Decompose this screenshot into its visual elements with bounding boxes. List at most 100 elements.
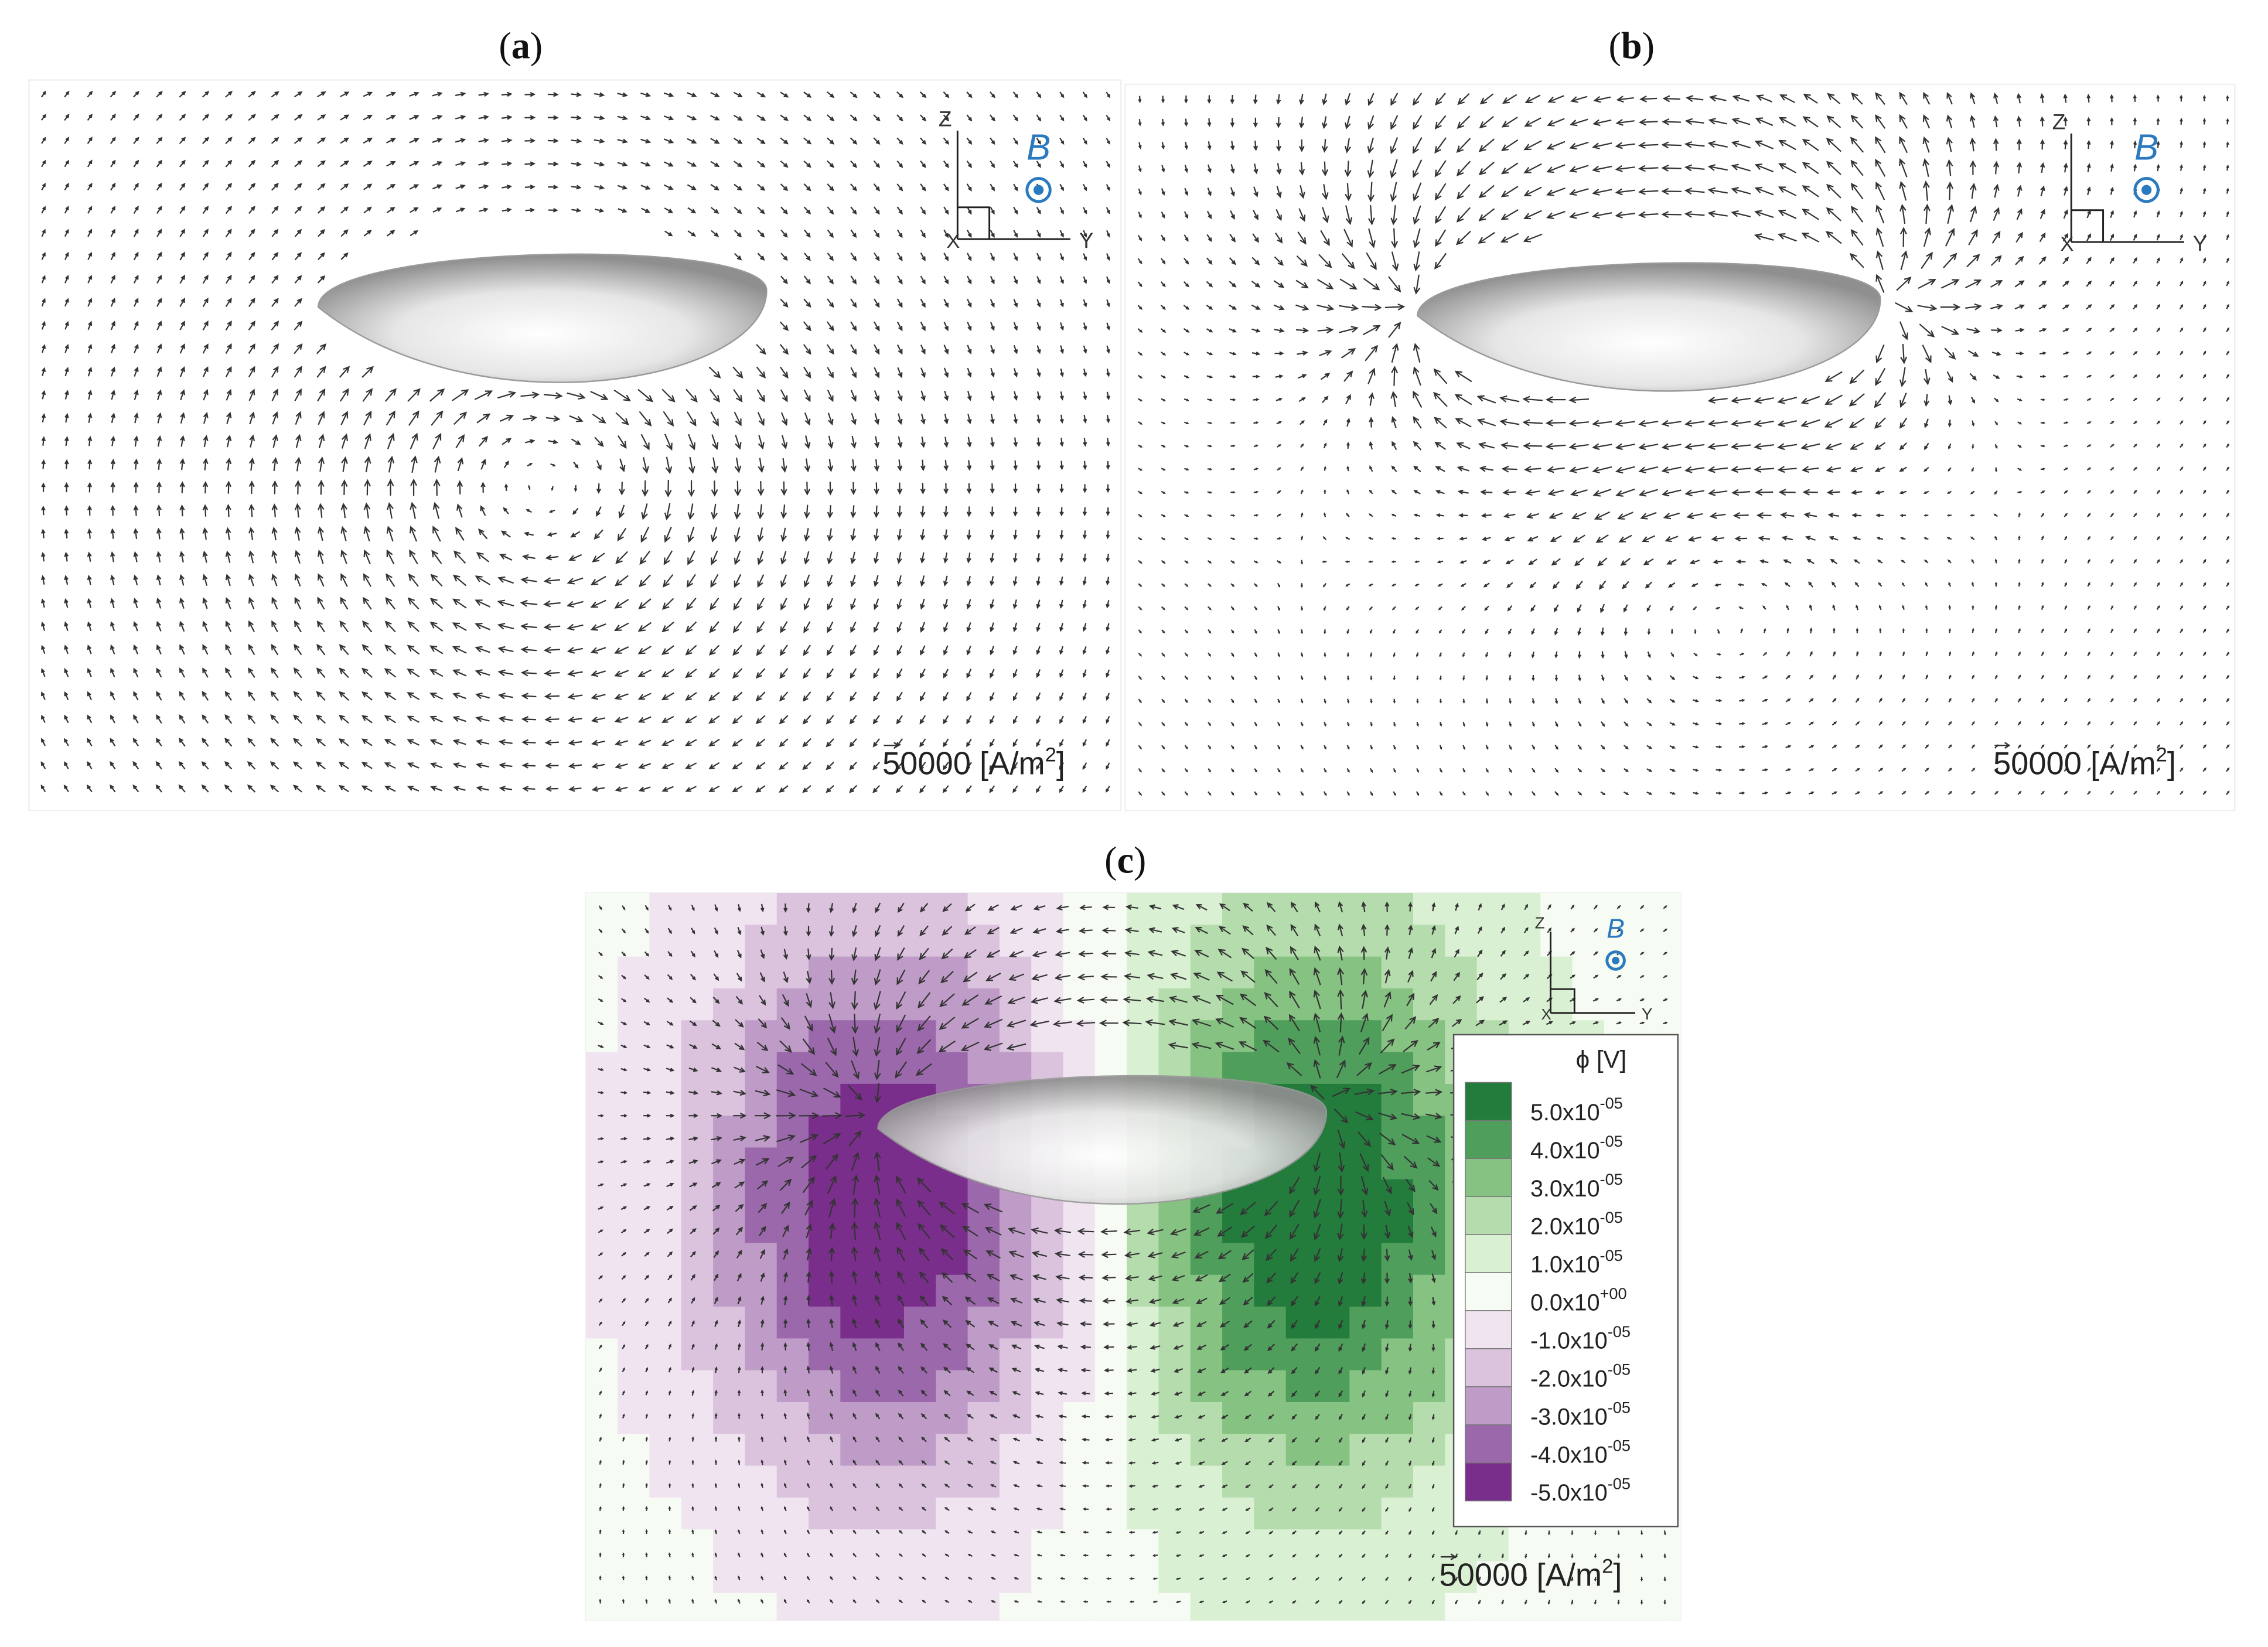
potential-cell: [776, 925, 810, 957]
potential-cell: [585, 1020, 619, 1053]
potential-cell: [1063, 1307, 1096, 1339]
potential-cell: [1349, 1497, 1382, 1530]
potential-cell: [745, 1497, 777, 1530]
potential-cell: [1063, 956, 1096, 990]
potential-cell: [1413, 1020, 1446, 1053]
legend-mantissa: 2.0x10: [1530, 1214, 1600, 1240]
potential-cell: [585, 1211, 619, 1244]
potential-cell: [713, 988, 746, 1021]
legend-exponent: -05: [1608, 1437, 1631, 1455]
potential-cell: [1190, 1593, 1223, 1621]
potential-cell: [776, 1274, 810, 1308]
potential-cell: [1413, 1307, 1446, 1339]
potential-cell: [1285, 1052, 1319, 1085]
potential-cell: [681, 1052, 714, 1085]
potential-cell: [1063, 1370, 1096, 1403]
potential-cell: [967, 956, 1001, 990]
potential-cell: [903, 1561, 937, 1594]
potential-cell: [1413, 1274, 1446, 1308]
potential-cell: [840, 1147, 873, 1181]
potential-cell: [1127, 956, 1159, 990]
potential-cell: [1222, 1561, 1255, 1594]
potential-cell: [1127, 1529, 1159, 1562]
potential-cell: [809, 1307, 841, 1339]
potential-cell: [1318, 956, 1350, 990]
axis-label: Y: [1642, 1005, 1653, 1023]
potential-cell: [1413, 1052, 1446, 1085]
potential-cell: [618, 1243, 650, 1276]
potential-cell: [1445, 893, 1478, 926]
potential-cell: [840, 925, 873, 957]
potential-cell: [1476, 988, 1510, 1021]
potential-cell: [1349, 1307, 1382, 1339]
potential-cell: [1349, 1211, 1382, 1244]
potential-cell: [809, 988, 841, 1021]
potential-cell: [1445, 1561, 1478, 1594]
potential-cell: [1318, 1211, 1350, 1244]
potential-cell: [1508, 956, 1541, 990]
potential-cell: [1667, 1561, 1681, 1594]
potential-cell: [585, 1274, 619, 1308]
potential-cell: [1667, 988, 1681, 1021]
vector-field: [598, 901, 1669, 1605]
potential-cell: [1094, 925, 1128, 957]
potential-cell: [999, 1274, 1032, 1308]
potential-cell: [1222, 1402, 1255, 1435]
potential-cell: [1285, 1465, 1319, 1499]
potential-cell: [967, 1529, 1001, 1562]
potential-cell: [1158, 956, 1192, 990]
legend-label: -1.0x10-05: [1530, 1322, 1631, 1354]
potential-cell: [1540, 1561, 1573, 1594]
field-label: B: [1607, 913, 1625, 944]
legend-label: -4.0x10-05: [1530, 1437, 1631, 1468]
potential-cell: [840, 1465, 873, 1499]
axis-label: X: [1541, 1007, 1551, 1023]
potential-cell: [1094, 893, 1128, 926]
potential-cell: [809, 1052, 841, 1085]
potential-cell: [1476, 1561, 1510, 1594]
potential-cell: [1285, 1274, 1319, 1308]
potential-cell: [1094, 1307, 1128, 1339]
potential-cell: [776, 1434, 810, 1467]
potential-cell: [713, 1370, 746, 1403]
potential-cell: [1318, 1497, 1350, 1530]
potential-cell: [872, 956, 905, 990]
potential-cell: [872, 1465, 905, 1499]
potential-cell: [1604, 1561, 1637, 1594]
potential-cell: [649, 1497, 683, 1530]
potential-cell: [1222, 1020, 1255, 1053]
legend-mantissa: 0.0x10: [1530, 1290, 1600, 1316]
potential-cell: [1381, 1434, 1414, 1467]
potential-cell: [1222, 1243, 1255, 1276]
axis-triad: [1550, 932, 1635, 1014]
potential-cell: [840, 1497, 873, 1530]
potential-cell: [1381, 1116, 1414, 1148]
potential-cell: [1445, 925, 1478, 957]
potential-cell: [1381, 988, 1414, 1021]
potential-cell: [840, 1370, 873, 1403]
potential-cell: [1349, 1434, 1382, 1467]
potential-cell: [1508, 988, 1541, 1021]
potential-cell: [1063, 1338, 1096, 1371]
scale-unit: [A/m: [1537, 1557, 1602, 1593]
legend-swatch: [1465, 1424, 1512, 1464]
potential-cell: [840, 1307, 873, 1339]
potential-cell: [1158, 1497, 1192, 1530]
field-symbol-dot: [1612, 956, 1620, 964]
potential-cell: [1094, 1593, 1128, 1621]
potential-cell: [1094, 956, 1128, 990]
potential-cell: [776, 1465, 810, 1499]
potential-cell: [776, 1402, 810, 1435]
legend-swatch: [1465, 1272, 1512, 1311]
potential-cell: [585, 1052, 619, 1085]
field-symbol: [1025, 176, 1052, 203]
potential-cell: [809, 1529, 841, 1562]
potential-cell: [681, 1147, 714, 1181]
field-label: B: [1026, 127, 1051, 168]
potential-cell: [936, 1529, 968, 1562]
potential-cell: [745, 1179, 777, 1212]
potential-cell: [1190, 1338, 1223, 1371]
potential-cell: [1349, 1179, 1382, 1212]
potential-cell: [903, 1593, 937, 1621]
